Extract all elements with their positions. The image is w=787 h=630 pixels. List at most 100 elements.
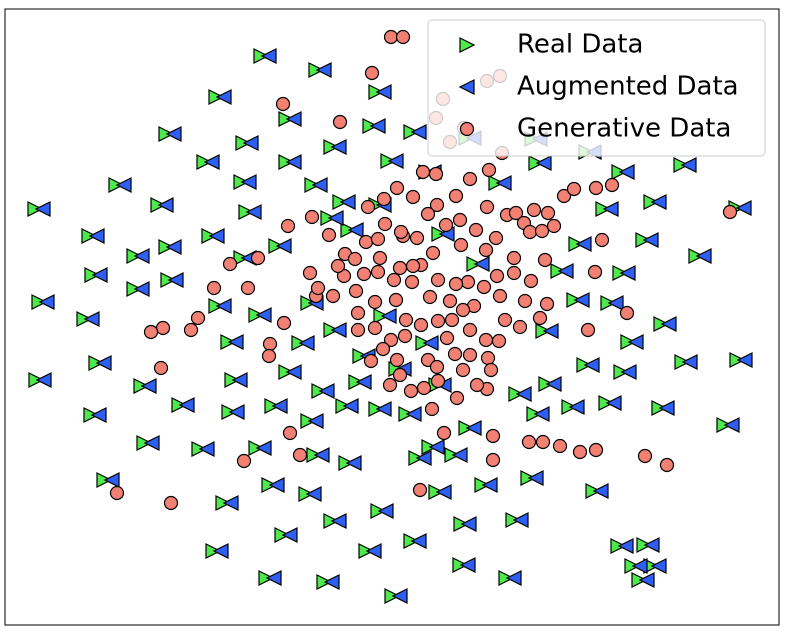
data-point [638, 572, 655, 588]
data-point [91, 267, 108, 283]
data-point [392, 260, 408, 276]
data-point [478, 242, 494, 258]
data-point [34, 201, 51, 217]
data-point [592, 483, 609, 499]
data-point [658, 400, 675, 416]
data-point [478, 332, 494, 348]
data-point [347, 222, 364, 238]
data-point [332, 114, 348, 130]
data-point [587, 264, 603, 280]
data-point [436, 425, 452, 441]
data-point [492, 288, 508, 304]
data-point [469, 377, 485, 393]
data-point [348, 283, 364, 299]
data-point [330, 258, 346, 274]
data-point [459, 557, 476, 573]
data-point [240, 174, 257, 190]
data-point [397, 328, 413, 344]
data-point [375, 341, 391, 357]
data-point [422, 289, 438, 305]
data-point [506, 250, 522, 266]
data-point [383, 332, 399, 348]
data-point [377, 503, 394, 519]
data-point [422, 335, 439, 351]
data-point [556, 188, 572, 204]
data-point [208, 228, 225, 244]
data-point [497, 312, 513, 328]
data-point [355, 374, 372, 390]
data-point [452, 212, 468, 228]
data-point [485, 452, 501, 468]
data-point [376, 191, 392, 207]
data-point [271, 398, 288, 414]
data-point [643, 537, 660, 553]
data-point [363, 353, 379, 369]
data-point [280, 218, 296, 234]
data-point [222, 495, 239, 511]
data-point [588, 442, 604, 458]
data-point [430, 272, 446, 288]
data-point [425, 245, 441, 261]
data-point [398, 312, 414, 328]
data-point [617, 538, 634, 554]
legend-label: Generative Data [517, 114, 731, 144]
data-point [370, 231, 386, 247]
data-point [575, 236, 592, 252]
data-point [465, 420, 482, 436]
data-point [275, 96, 291, 112]
data-point [345, 455, 362, 471]
data-point [38, 294, 55, 310]
data-point [523, 273, 539, 289]
data-point [255, 307, 272, 323]
data-point [468, 222, 484, 238]
data-point [276, 315, 292, 331]
data-point [386, 272, 402, 288]
data-point [409, 230, 425, 246]
data-point [405, 406, 422, 422]
data-point [618, 164, 635, 180]
data-point [35, 372, 52, 388]
data-point [330, 139, 347, 155]
data-point [262, 336, 278, 352]
data-point [404, 274, 420, 290]
data-point [557, 263, 574, 279]
data-point [140, 378, 157, 394]
data-point [539, 296, 555, 312]
data-point [448, 276, 464, 292]
data-point [460, 274, 476, 290]
data-point [517, 293, 533, 309]
data-point [275, 238, 292, 254]
data-point [566, 181, 582, 197]
data-point [302, 265, 318, 281]
data-point [607, 295, 624, 311]
data-point [261, 348, 277, 364]
data-point [619, 305, 635, 321]
data-point [367, 320, 383, 336]
data-point [481, 477, 498, 493]
data-point [650, 558, 667, 574]
data-point [736, 352, 753, 368]
data-point [245, 204, 262, 220]
data-point [360, 199, 376, 215]
data-point [505, 570, 522, 586]
data-point [365, 543, 382, 559]
data-point [455, 362, 471, 378]
data-point [532, 310, 548, 326]
data-point [183, 322, 199, 338]
data-point [369, 118, 386, 134]
data-point [430, 313, 446, 329]
data-point [479, 199, 495, 215]
data-point [350, 322, 366, 338]
data-point [602, 201, 619, 217]
data-point [583, 357, 600, 373]
data-point [619, 265, 636, 281]
data-point [495, 175, 512, 191]
data-point [534, 223, 550, 239]
data-point [240, 280, 256, 296]
data-point [143, 324, 159, 340]
data-point [552, 438, 568, 454]
data-point [642, 232, 659, 248]
data-point [412, 482, 428, 498]
data-point [680, 157, 697, 173]
data-point [572, 444, 588, 460]
